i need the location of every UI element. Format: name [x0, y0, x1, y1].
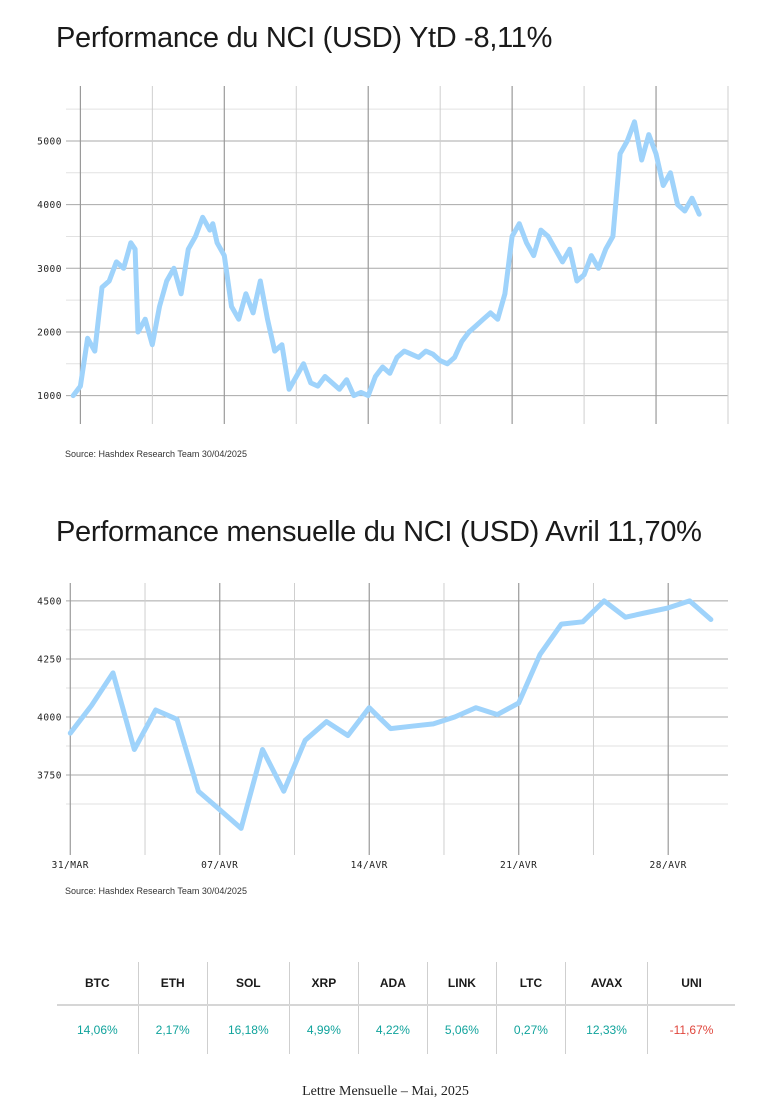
y-tick-label: 4000 — [37, 712, 62, 723]
y-tick-label: 4500 — [37, 596, 62, 607]
y-tick-label: 2000 — [37, 327, 62, 338]
header-uni: UNI — [647, 962, 735, 1005]
header-link: LINK — [426, 962, 497, 1005]
x-tick-label: 28/AVR — [650, 860, 687, 871]
table-row: 14,06% 2,17% 16,18% 4,99% 4,22% 5,06% 0,… — [57, 1005, 735, 1054]
y-tick-label: 3000 — [37, 264, 62, 275]
header-xrp: XRP — [288, 962, 359, 1005]
x-tick-label: 31/MAR — [52, 860, 89, 871]
y-tick-label: 1000 — [37, 391, 62, 402]
x-tick-label: JAN/2023 — [343, 429, 393, 430]
x-tick-label: JAN/2024 — [487, 429, 537, 430]
y-tick-label: 5000 — [37, 136, 62, 147]
header-avax: AVAX — [564, 962, 648, 1005]
x-tick-label: JAN/2022 — [199, 429, 249, 430]
x-tick-label: JAN/2025 — [631, 429, 681, 430]
series-line — [70, 119, 702, 399]
value-xrp: 4,99% — [288, 1005, 359, 1054]
series-line — [67, 598, 714, 831]
header-btc: BTC — [85, 976, 110, 990]
header-eth: ETH — [137, 962, 208, 1005]
chart-source-ytd: Source: Hashdex Research Team 30/04/2025 — [65, 449, 247, 459]
y-tick-label: 4000 — [37, 200, 62, 211]
chart-title-ytd: Performance du NCI (USD) YtD -8,11% — [56, 22, 553, 54]
x-tick-label: JAN/2021 — [56, 429, 106, 430]
x-tick-label: 07/AVR — [201, 860, 238, 871]
table-header-row: BTC ETH SOL XRP ADA LINK LTC AVAX UNI — [57, 962, 735, 1005]
page-footer: Lettre Mensuelle – Mai, 2025 — [302, 1084, 469, 1099]
header-sol: SOL — [206, 962, 290, 1005]
value-avax: 12,33% — [564, 1005, 648, 1054]
monthly-line-chart: 3750 4000 4250 4500 31/MAR 07/AVR 14/AVR 21/AVR… — [37, 583, 728, 871]
header-ltc: LTC — [495, 962, 566, 1005]
value-ada: 4,22% — [357, 1005, 428, 1054]
ytd-line-chart: 1000 2000 3000 4000 5000 JAN/2021 JAN/2022 JAN/… — [37, 86, 729, 430]
value-sol: 16,18% — [206, 1005, 290, 1054]
y-tick-label: 3750 — [37, 770, 62, 781]
header-ada: ADA — [357, 962, 428, 1005]
value-ltc: 0,27% — [495, 1005, 566, 1054]
value-link: 5,06% — [426, 1005, 497, 1054]
y-tick-label: 4250 — [37, 654, 62, 665]
asset-performance-table: BTC ETH SOL XRP ADA LINK LTC AVAX UNI 14… — [57, 962, 735, 1054]
value-eth: 2,17% — [137, 1005, 208, 1054]
x-tick-label: 14/AVR — [351, 860, 388, 871]
x-tick-label: 21/AVR — [500, 860, 537, 871]
value-uni: -11,67% — [647, 1005, 735, 1054]
chart-title-monthly: Performance mensuelle du NCI (USD) Avril… — [56, 516, 702, 548]
chart-source-monthly: Source: Hashdex Research Team 30/04/2025 — [65, 886, 247, 896]
value-btc: 14,06% — [76, 1023, 118, 1037]
